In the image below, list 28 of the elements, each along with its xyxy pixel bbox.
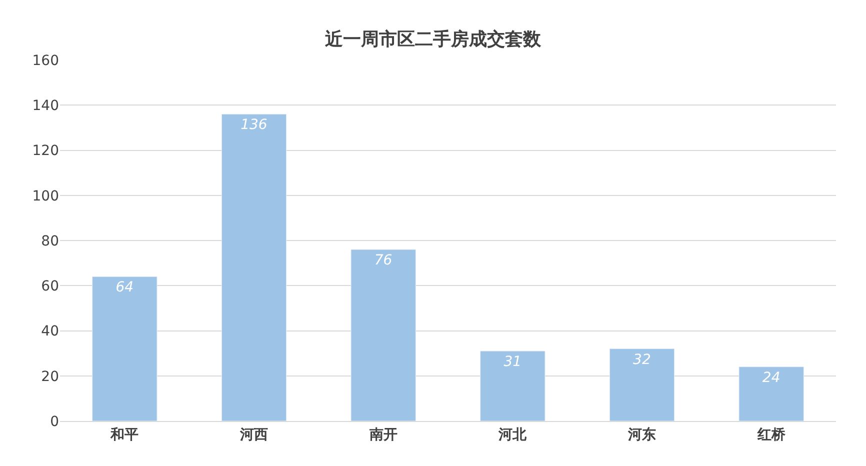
- y-tick-label: 0: [50, 414, 59, 430]
- data-label: 64: [116, 280, 134, 296]
- x-tick-label: 河西: [239, 426, 268, 443]
- bar: [480, 350, 546, 421]
- bar: [609, 348, 675, 421]
- data-label: 32: [633, 352, 651, 368]
- x-tick-label: 南开: [368, 426, 398, 443]
- x-tick-label: 河北: [498, 426, 528, 443]
- y-tick-label: 80: [41, 233, 59, 250]
- y-tick-label: 160: [32, 52, 59, 69]
- y-tick-label: 40: [41, 324, 59, 340]
- y-tick-label: 120: [32, 143, 59, 160]
- bar: [350, 249, 416, 421]
- x-tick-label: 红桥: [756, 426, 786, 443]
- x-tick-label: 和平: [110, 426, 139, 443]
- data-label: 136: [240, 117, 268, 134]
- y-tick-label: 140: [32, 98, 59, 114]
- data-label: 24: [762, 370, 780, 386]
- bar: [738, 366, 804, 421]
- x-tick-label: 河东: [627, 426, 656, 443]
- y-tick-label: 60: [41, 278, 59, 295]
- chart-title: 近一周市区二手房成交套数: [324, 29, 542, 50]
- y-tick-label: 20: [41, 368, 59, 385]
- y-tick-label: 100: [32, 188, 59, 204]
- bar: [92, 276, 158, 421]
- bar: [221, 114, 287, 421]
- data-label: 31: [504, 354, 522, 370]
- data-label: 76: [374, 252, 392, 269]
